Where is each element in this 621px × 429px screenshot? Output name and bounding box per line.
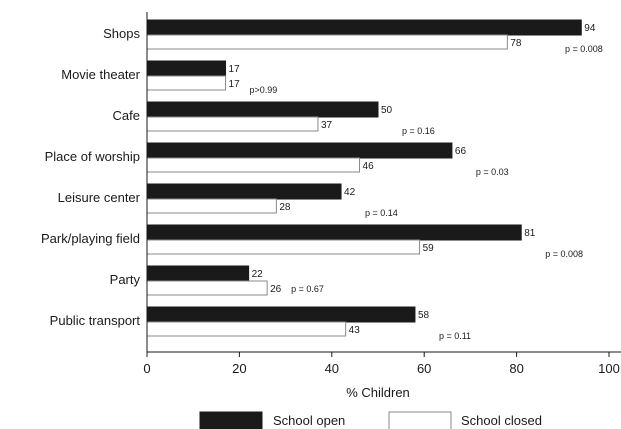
value-label-school-open-movie-theater: 17: [229, 64, 241, 75]
bar-school-closed-cafe: [146, 116, 319, 132]
bar-school-closed-party: [146, 280, 268, 296]
value-label-school-closed-place-of-worship: 46: [363, 161, 375, 172]
p-value-cafe: p = 0.16: [402, 126, 435, 136]
value-label-school-open-place-of-worship: 66: [455, 146, 467, 157]
p-value-park-playing-field: p = 0.008: [545, 249, 583, 259]
category-label-place-of-worship: Place of worship: [45, 149, 140, 164]
category-label-park-playing-field: Park/playing field: [41, 231, 140, 246]
category-label-party: Party: [110, 272, 141, 287]
category-label-cafe: Cafe: [113, 108, 140, 123]
legend-label-school-open: School open: [273, 413, 345, 428]
bar-school-closed-movie-theater: [146, 75, 227, 91]
p-value-party: p = 0.67: [291, 284, 324, 294]
x-axis-ticks: 0 20 40 60 80 100: [143, 352, 620, 376]
bar-school-open-party: [146, 265, 250, 282]
value-label-school-closed-park-playing-field: 59: [423, 243, 435, 254]
category-label-public-transport: Public transport: [50, 313, 141, 328]
x-tick-label-80: 80: [509, 361, 523, 376]
value-label-school-closed-leisure-center: 28: [279, 202, 291, 213]
legend-swatch-school-closed: [388, 411, 452, 429]
bar-school-closed-shops: [146, 34, 508, 50]
value-label-school-open-cafe: 50: [381, 105, 393, 116]
bar-school-open-place-of-worship: [146, 142, 453, 159]
x-axis-title: % Children: [346, 385, 410, 400]
value-label-school-open-leisure-center: 42: [344, 187, 356, 198]
value-label-school-closed-public-transport: 43: [349, 325, 361, 336]
bar-school-closed-leisure-center: [146, 198, 277, 214]
category-label-movie-theater: Movie theater: [61, 67, 140, 82]
value-label-school-closed-movie-theater: 17: [229, 79, 241, 90]
bar-school-closed-public-transport: [146, 321, 347, 337]
p-value-movie-theater: p>0.99: [250, 85, 278, 95]
labels-layer: Shops 94 78 p = 0.008 Movie theater 17 17 p>0.9…: [41, 23, 603, 341]
p-value-shops: p = 0.008: [565, 44, 603, 54]
bar-school-closed-park-playing-field: [146, 239, 421, 255]
legend-swatch-school-open: [199, 411, 263, 429]
x-tick-label-100: 100: [598, 361, 620, 376]
bar-school-open-park-playing-field: [146, 224, 522, 241]
value-label-school-open-party: 22: [252, 269, 264, 280]
legend: School open School closed: [199, 411, 542, 429]
category-label-shops: Shops: [103, 26, 140, 41]
bar-school-closed-place-of-worship: [146, 157, 361, 173]
value-label-school-open-park-playing-field: 81: [524, 228, 536, 239]
bar-school-open-public-transport: [146, 306, 416, 323]
value-label-school-open-public-transport: 58: [418, 310, 430, 321]
x-tick-label-20: 20: [232, 361, 246, 376]
value-label-school-closed-shops: 78: [510, 38, 522, 49]
bar-school-open-movie-theater: [146, 60, 227, 77]
x-tick-label-40: 40: [325, 361, 339, 376]
value-label-school-open-shops: 94: [584, 23, 596, 34]
bar-school-open-leisure-center: [146, 183, 342, 200]
p-value-public-transport: p = 0.11: [439, 331, 471, 341]
p-value-leisure-center: p = 0.14: [365, 208, 398, 218]
p-value-place-of-worship: p = 0.03: [476, 167, 509, 177]
value-label-school-closed-cafe: 37: [321, 120, 333, 131]
legend-label-school-closed: School closed: [461, 413, 542, 428]
value-label-school-closed-party: 26: [270, 284, 282, 295]
bar-school-open-cafe: [146, 101, 379, 118]
x-tick-label-60: 60: [417, 361, 431, 376]
bar-school-open-shops: [146, 19, 582, 36]
x-tick-label-0: 0: [143, 361, 150, 376]
bars-layer: [146, 19, 582, 337]
category-label-leisure-center: Leisure center: [58, 190, 141, 205]
